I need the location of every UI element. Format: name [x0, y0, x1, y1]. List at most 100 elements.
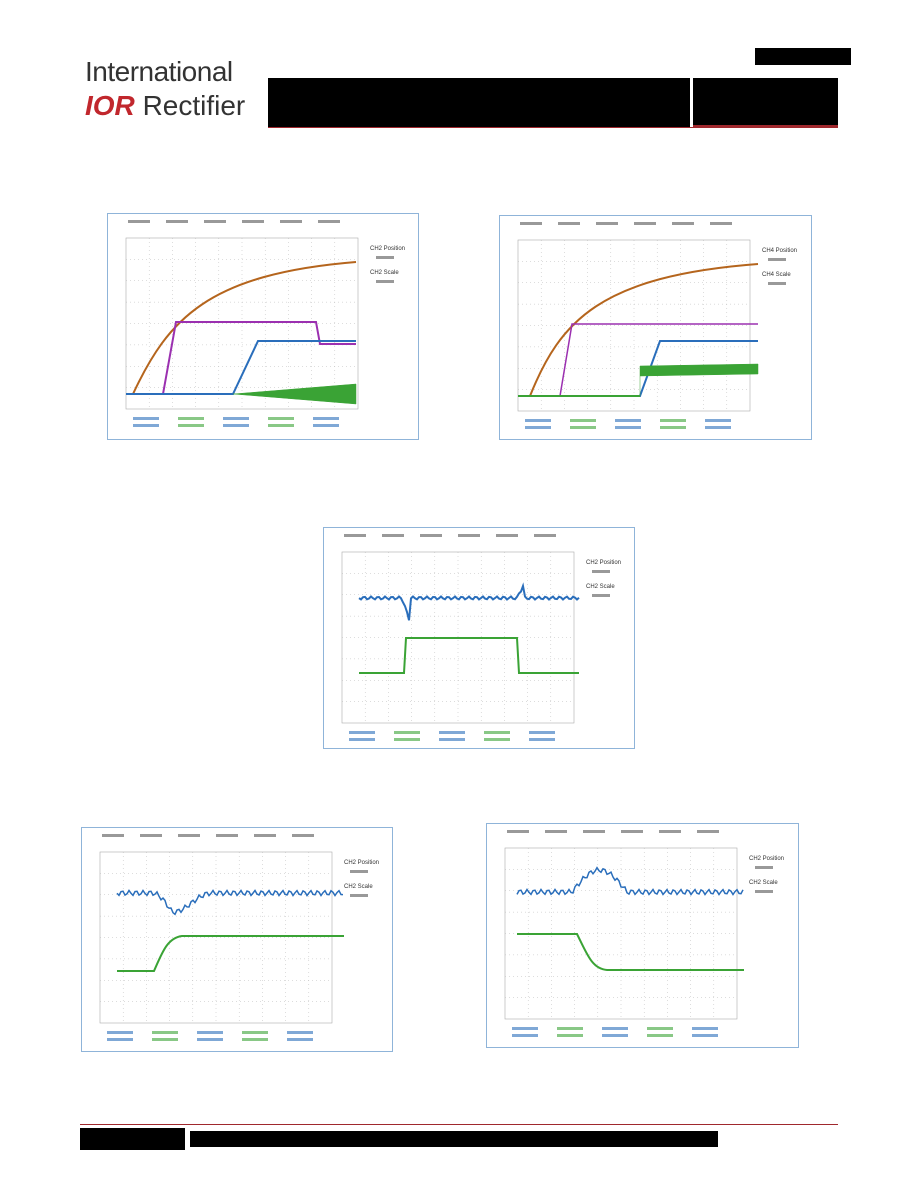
- logo-top: International: [85, 56, 233, 87]
- logo-mark: IOR: [85, 90, 135, 121]
- menu-text: [382, 534, 404, 537]
- trace: [517, 933, 744, 971]
- menu-text: [280, 220, 302, 223]
- menu-text: [496, 534, 518, 537]
- status-text: [615, 426, 641, 429]
- footer-bar: [190, 1131, 718, 1147]
- menu-text: [128, 220, 150, 223]
- status-text: [349, 738, 375, 741]
- status-text: [570, 419, 596, 422]
- top-tag: [755, 48, 851, 65]
- status-text: [349, 731, 375, 734]
- scope-label: CH2 Position: [370, 246, 405, 252]
- status-text: [529, 738, 555, 741]
- status-text: [287, 1031, 313, 1034]
- scope-value: [755, 866, 773, 869]
- status-text: [107, 1031, 133, 1034]
- menu-text: [344, 534, 366, 537]
- scope-value: [350, 894, 368, 897]
- status-text: [223, 424, 249, 427]
- menu-text: [507, 830, 529, 833]
- status-text: [692, 1034, 718, 1037]
- menu-text: [318, 220, 340, 223]
- scope-screenshot: CH2 Position CH2 Scale: [486, 823, 799, 1048]
- scope-label: CH2 Scale: [370, 270, 399, 276]
- status-text: [313, 417, 339, 420]
- menu-text: [292, 834, 314, 837]
- scope-screenshot: CH2 Position CH2 Scale: [81, 827, 393, 1052]
- status-text: [197, 1031, 223, 1034]
- scope-label: CH2 Position: [344, 860, 379, 866]
- trace: [116, 889, 344, 916]
- scope-value: [350, 870, 368, 873]
- status-text: [647, 1034, 673, 1037]
- scope-value: [755, 890, 773, 893]
- scope-screenshot: CH4 Position CH4 Scale: [499, 215, 812, 440]
- header-rule: [268, 127, 838, 128]
- status-text: [178, 424, 204, 427]
- menu-text: [710, 222, 732, 225]
- menu-text: [634, 222, 656, 225]
- menu-text: [242, 220, 264, 223]
- status-text: [570, 426, 596, 429]
- menu-text: [102, 834, 124, 837]
- trace: [639, 363, 759, 396]
- status-text: [152, 1031, 178, 1034]
- status-text: [287, 1038, 313, 1041]
- status-text: [178, 417, 204, 420]
- menu-text: [458, 534, 480, 537]
- header-box: [693, 78, 838, 128]
- status-text: [557, 1034, 583, 1037]
- scope-value: [592, 594, 610, 597]
- status-text: [223, 417, 249, 420]
- status-text: [705, 419, 731, 422]
- status-text: [525, 419, 551, 422]
- scope-value: [376, 280, 394, 283]
- scope-label: CH2 Position: [749, 856, 784, 862]
- status-text: [242, 1038, 268, 1041]
- trace: [132, 261, 357, 395]
- status-text: [242, 1031, 268, 1034]
- status-text: [692, 1027, 718, 1030]
- trace: [358, 582, 580, 621]
- status-text: [484, 738, 510, 741]
- trace: [516, 866, 744, 896]
- menu-text: [204, 220, 226, 223]
- footer-box: [80, 1128, 185, 1150]
- menu-text: [420, 534, 442, 537]
- status-text: [647, 1027, 673, 1030]
- status-text: [268, 424, 294, 427]
- menu-text: [672, 222, 694, 225]
- status-text: [602, 1034, 628, 1037]
- menu-text: [659, 830, 681, 833]
- status-text: [660, 426, 686, 429]
- status-text: [512, 1027, 538, 1030]
- menu-text: [596, 222, 618, 225]
- scope-value: [376, 256, 394, 259]
- menu-text: [166, 220, 188, 223]
- menu-text: [254, 834, 276, 837]
- menu-text: [140, 834, 162, 837]
- scope-label: CH2 Position: [586, 560, 621, 566]
- scope-label: CH2 Scale: [749, 880, 778, 886]
- trace: [359, 637, 579, 674]
- menu-text: [178, 834, 200, 837]
- status-text: [615, 419, 641, 422]
- scope-value: [592, 570, 610, 573]
- status-text: [439, 731, 465, 734]
- status-text: [557, 1027, 583, 1030]
- scope-value: [768, 258, 786, 261]
- status-text: [133, 424, 159, 427]
- trace: [126, 340, 356, 395]
- menu-text: [583, 830, 605, 833]
- status-text: [107, 1038, 133, 1041]
- status-text: [313, 424, 339, 427]
- status-text: [602, 1027, 628, 1030]
- logo-line: IOR Rectifier: [85, 90, 245, 122]
- status-text: [705, 426, 731, 429]
- menu-text: [621, 830, 643, 833]
- footer-rule: [80, 1124, 838, 1125]
- status-text: [484, 731, 510, 734]
- menu-text: [216, 834, 238, 837]
- scope-value: [768, 282, 786, 285]
